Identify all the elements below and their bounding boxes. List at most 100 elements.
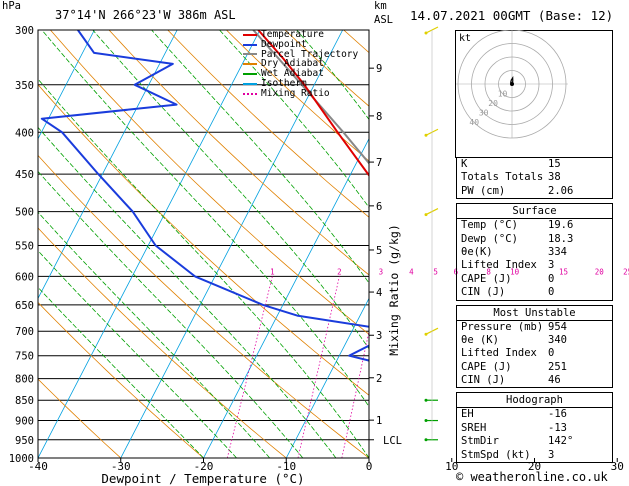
wet-adiabat [38, 250, 237, 458]
index-row: CIN (J) 0 [457, 286, 612, 299]
legend-label: Mixing Ratio [261, 87, 330, 99]
isotherm-line [0, 30, 12, 458]
legend-label: Temperature [261, 29, 324, 40]
hodograph-title: Hodograph [457, 393, 612, 409]
index-row: PW (cm) 2.06 [457, 185, 612, 198]
index-value: 3 [548, 448, 555, 461]
temperature-line [257, 30, 369, 177]
mixing-ratio-line [226, 276, 273, 458]
temperature-tick-label: -20 [194, 460, 214, 473]
legend-swatch [243, 33, 257, 36]
km-unit: km [374, 0, 387, 12]
legend-item: Temperature [243, 30, 358, 40]
mixing-ratio-label: 1 [270, 267, 275, 276]
height-tick-label: 3 [376, 330, 382, 342]
height-tick-label: 8 [376, 111, 382, 123]
dry-adiabat [167, 30, 369, 218]
pressure-tick-label: 900 [15, 416, 34, 428]
index-row: StmDir 142° [457, 435, 612, 448]
wet-adiabat [219, 30, 369, 209]
wet-adiabat [38, 211, 271, 458]
isotherm-line [120, 30, 344, 458]
indices-top: K 15 Totals Totals 38 PW (cm) 2.06 [456, 157, 613, 200]
index-label: EH [461, 408, 474, 421]
index-label: CAPE (J) [461, 360, 512, 373]
wind-barb-dot [424, 438, 428, 442]
mixing-ratio-line [297, 276, 340, 458]
index-label: Pressure (mb) [461, 320, 544, 333]
wet-adiabat [38, 286, 204, 458]
isotherm-line [38, 30, 95, 140]
mixing-ratio-label: 3 [379, 267, 384, 276]
height-tick-label: LCL [383, 435, 402, 447]
index-label: CIN (J) [461, 374, 506, 387]
index-label: StmDir [461, 435, 499, 448]
pressure-tick-label: 800 [15, 374, 34, 386]
legend-item: Wet Adiabat [243, 69, 358, 79]
wet-adiabat [92, 30, 369, 350]
index-label: Lifted Index [461, 259, 537, 272]
dewpoint-line [40, 30, 369, 362]
index-row: θe(K) 334 [457, 246, 612, 259]
index-value: 3 [548, 259, 555, 272]
wet-adiabat [41, 30, 369, 408]
legend-swatch [243, 73, 257, 76]
index-value: 19.6 [548, 219, 574, 232]
index-row: θe (K) 340 [457, 334, 612, 347]
dry-adiabat [38, 301, 204, 458]
legend-label: Dry Adiabat [261, 58, 324, 70]
isotherm-line [617, 30, 629, 458]
y-axis-label: Mixing Ratio (g/kg) [387, 224, 401, 356]
mixing-ratio-label: 20 [595, 267, 605, 276]
temperature-tick-label: 0 [366, 460, 373, 473]
legend-swatch [243, 43, 257, 46]
dry-adiabat [38, 227, 287, 458]
dry-adiabat [38, 154, 369, 458]
hodograph-ring-label: 10 [498, 89, 508, 98]
legend-label: Dewpoint [261, 38, 307, 50]
hodograph-ring-label: 30 [479, 108, 489, 117]
legend-item: Mixing Ratio [243, 87, 358, 99]
pressure-tick-label: 1000 [9, 453, 34, 465]
index-row: Dewp (°C) 18.3 [457, 233, 612, 246]
mixing-ratio-label: 8 [486, 267, 491, 276]
wind-barb-dot [424, 398, 428, 402]
index-row: Temp (°C) 19.6 [457, 219, 612, 232]
height-tick-label: 4 [376, 287, 382, 299]
wind-barb-dot [424, 133, 428, 137]
pressure-tick-label: 550 [15, 240, 34, 252]
height-tick-label: 7 [376, 157, 382, 169]
dry-adiabat [38, 84, 369, 396]
legend-item: Isotherm [243, 79, 358, 89]
index-value: -13 [548, 421, 567, 434]
index-row: StmSpd (kt) 3 [457, 449, 612, 462]
index-label: θe(K) [461, 245, 493, 258]
most-unstable-title: Most Unstable [457, 306, 612, 321]
index-row: CIN (J) 46 [457, 374, 612, 387]
pressure-tick-label: 400 [15, 127, 34, 139]
x-axis-label: Dewpoint / Temperature (°C) [101, 471, 304, 486]
wind-barb-dot [424, 419, 428, 423]
temperature-tick-label: 20 [528, 460, 541, 473]
index-value: 18.3 [548, 232, 574, 245]
index-label: CAPE (J) [461, 272, 512, 285]
indices-surface: Surface Temp (°C) 19.6 Dewp (°C) 18.3 θe(K) 3… [456, 203, 613, 301]
run-datetime: 14.07.2021 00GMT (Base: 12) [410, 8, 614, 23]
index-label: K [461, 158, 468, 170]
asl-unit: ASL [374, 14, 393, 26]
copyright-footer: © weatheronline.co.uk [456, 470, 608, 484]
index-value: 0 [548, 347, 555, 360]
hodograph-ring-label: 40 [469, 118, 479, 127]
index-label: Dewp (°C) [461, 232, 518, 245]
index-label: SREH [461, 421, 487, 434]
storm-motion-dot [510, 82, 514, 86]
index-row: Totals Totals 38 [457, 171, 612, 184]
wind-barb-dot [424, 213, 428, 217]
dry-adiabat [50, 30, 369, 335]
temperature-tick-label: 10 [445, 460, 458, 473]
pressure-tick-label: 600 [15, 271, 34, 283]
pressure-tick-label: 350 [15, 80, 34, 92]
height-tick-label: 9 [376, 63, 382, 75]
index-value: 251 [548, 360, 567, 373]
